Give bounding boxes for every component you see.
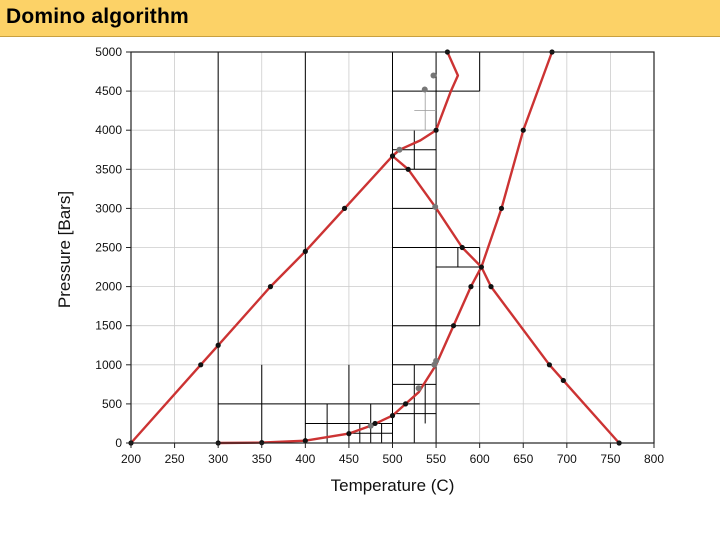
x-axis-title: Temperature (C) xyxy=(331,476,455,495)
x-tick-label: 700 xyxy=(557,452,577,466)
domino-boxes xyxy=(217,52,481,443)
y-tick-label: 4000 xyxy=(95,123,122,137)
x-tick-label: 600 xyxy=(470,452,490,466)
x-tick-label: 350 xyxy=(252,452,272,466)
y-tick-label: 500 xyxy=(102,397,122,411)
x-tick-label: 650 xyxy=(513,452,533,466)
data-point xyxy=(215,342,221,348)
data-point xyxy=(433,127,439,133)
y-tick-label: 4500 xyxy=(95,84,122,98)
data-point xyxy=(468,284,474,290)
data-point-gray xyxy=(432,203,439,210)
y-tick-label: 3500 xyxy=(95,162,122,176)
data-point xyxy=(389,413,396,419)
data-point-gray xyxy=(430,72,437,79)
data-point xyxy=(450,323,457,329)
curve-line xyxy=(130,129,437,444)
data-point-gray xyxy=(421,86,428,93)
data-point-gray xyxy=(367,422,374,429)
x-tick-label: 550 xyxy=(426,452,446,466)
y-tick-label: 5000 xyxy=(95,45,122,59)
x-tick-label: 800 xyxy=(644,452,664,466)
y-tick-label: 0 xyxy=(115,436,122,450)
x-tick-label: 450 xyxy=(339,452,359,466)
data-point xyxy=(560,377,566,384)
data-point xyxy=(341,205,348,211)
slide-title-bar: Domino algorithm xyxy=(0,0,720,37)
x-tick-label: 750 xyxy=(600,452,620,466)
y-tick-label: 3000 xyxy=(95,201,122,215)
tick-layer: 200 250 300 350 400 450 500 550 600 650 700 750 800 0… xyxy=(95,45,664,466)
y-tick-label: 2500 xyxy=(95,241,122,255)
data-point-gray xyxy=(415,385,422,392)
y-tick-label: 2000 xyxy=(95,280,122,294)
y-axis-title: Pressure [Bars] xyxy=(55,191,74,308)
data-point xyxy=(389,153,396,159)
y-tick-label: 1000 xyxy=(95,358,122,372)
data-point-gray xyxy=(431,361,438,368)
x-tick-label: 200 xyxy=(121,452,141,466)
data-point xyxy=(498,205,505,211)
x-tick-label: 500 xyxy=(382,452,402,466)
data-point xyxy=(488,284,494,290)
curve-line xyxy=(218,51,554,445)
data-point xyxy=(346,431,352,437)
data-point xyxy=(546,362,553,368)
data-point xyxy=(459,244,465,251)
data-point xyxy=(267,284,274,290)
data-point-gray xyxy=(396,146,403,153)
curve-line xyxy=(434,51,460,131)
data-point xyxy=(302,248,308,255)
y-tick-label: 1500 xyxy=(95,319,122,333)
slide-title: Domino algorithm xyxy=(6,5,189,28)
data-point xyxy=(372,420,378,427)
curve-line xyxy=(391,155,620,444)
x-tick-label: 250 xyxy=(165,452,185,466)
data-point xyxy=(520,127,526,133)
data-point xyxy=(198,362,204,368)
data-point xyxy=(402,401,409,407)
data-point xyxy=(302,438,308,444)
x-tick-label: 400 xyxy=(295,452,315,466)
marker-layer xyxy=(128,49,622,446)
data-point xyxy=(405,166,411,172)
data-point xyxy=(478,264,485,270)
x-tick-label: 300 xyxy=(208,452,228,466)
